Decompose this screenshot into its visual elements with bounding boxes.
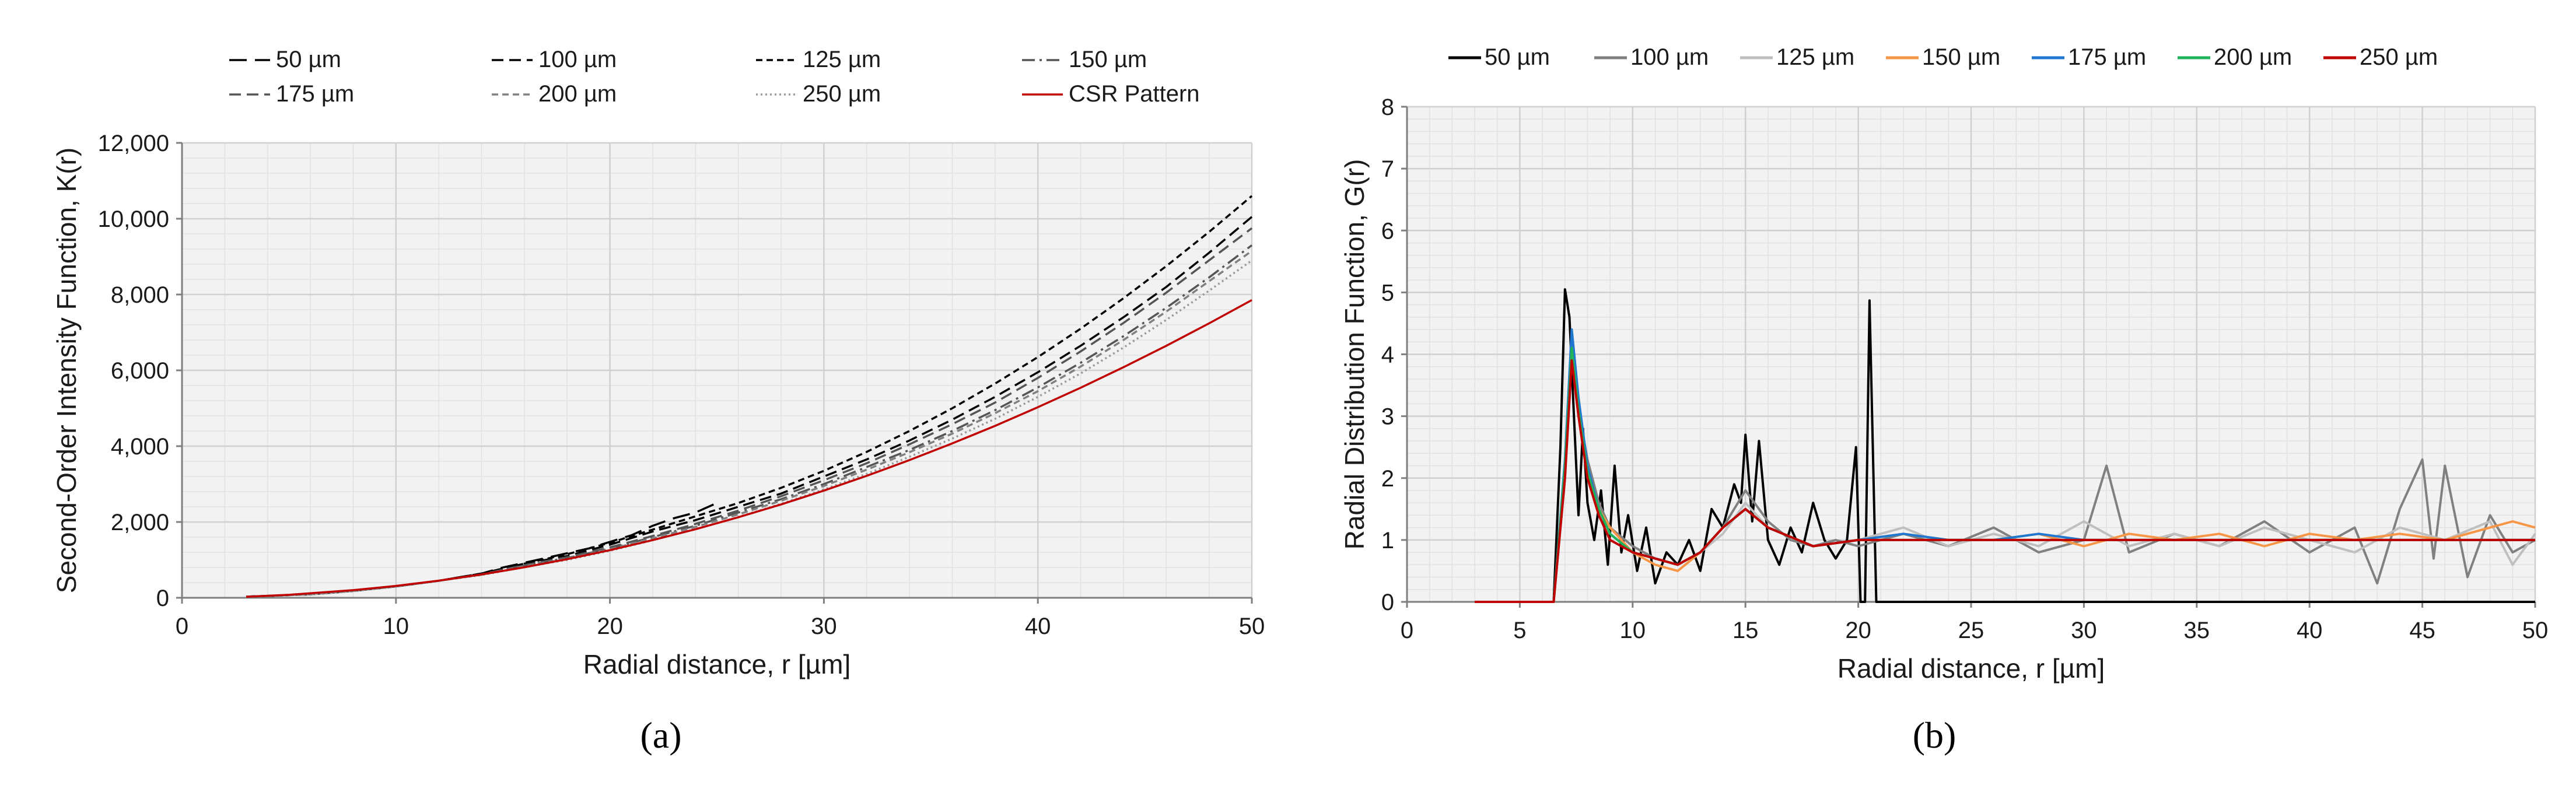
series-line-200-m: [246, 250, 1253, 598]
x-tick-label: 30: [811, 614, 837, 639]
legend: 50 µm 100 µm 125 µm 150 µm 175 µm 200 µm 250 µ…: [1448, 44, 2438, 70]
series-group: [246, 195, 1253, 598]
y-tick-label: 8,000: [111, 282, 169, 308]
y-tick-label: 6,000: [111, 358, 169, 384]
legend-label: 125 µm: [1776, 44, 1854, 70]
y-tick-label: 1: [1381, 528, 1394, 553]
legend-label: 200 µm: [2214, 44, 2292, 70]
legend-label: 200 µm: [538, 81, 617, 107]
series-line-150-m: [246, 244, 1253, 598]
y-tick-label: 4: [1381, 342, 1394, 368]
x-tick-label: 10: [383, 614, 410, 639]
panel-label: (b): [1913, 714, 1957, 756]
y-tick-label: 2: [1381, 466, 1394, 492]
x-tick-label: 10: [1620, 618, 1646, 643]
legend-label: 175 µm: [2068, 44, 2146, 70]
y-tick-label: 6: [1381, 218, 1394, 244]
x-axis-title: Radial distance, r [µm]: [583, 649, 851, 679]
panel-label: (a): [640, 714, 681, 756]
legend-label: 250 µm: [2360, 44, 2438, 70]
y-tick-label: 2,000: [111, 510, 169, 535]
x-tick-label: 15: [1732, 618, 1759, 643]
y-tick-label: 0: [156, 586, 169, 611]
legend-label: 100 µm: [538, 47, 617, 72]
y-tick-label: 3: [1381, 404, 1394, 430]
y-tick-label: 7: [1381, 156, 1394, 182]
x-tick-label: 20: [1845, 618, 1871, 643]
x-tick-label: 25: [1958, 618, 1985, 643]
series-line-csr-pattern: [246, 299, 1252, 598]
legend: 50 µm 100 µm 125 µm 150 µm 175 µm 200 µm 250 µ…: [229, 47, 1200, 107]
legend-label: CSR Pattern: [1069, 81, 1200, 107]
y-tick-label: 8: [1381, 94, 1394, 120]
x-tick-label: 40: [2297, 618, 2323, 643]
legend-label: 100 µm: [1630, 44, 1709, 70]
x-tick-label: 0: [1401, 618, 1413, 643]
y-tick-label: 4,000: [111, 434, 169, 460]
y-tick-label: 10,000: [98, 206, 169, 232]
y-tick-label: 0: [1381, 590, 1394, 615]
legend-label: 50 µm: [276, 47, 341, 72]
x-tick-label: 40: [1025, 614, 1051, 639]
x-tick-label: 0: [176, 614, 188, 639]
y-axis-title: Radial Distribution Function, G(r): [1339, 159, 1370, 550]
y-tick-label: 5: [1381, 280, 1394, 306]
x-tick-label: 35: [2184, 618, 2210, 643]
y-tick-label: 12,000: [98, 131, 169, 156]
y-axis-title: Second-Order Intensity Function, K(r): [51, 148, 82, 593]
x-tick-label: 50: [2522, 618, 2549, 643]
legend-label: 150 µm: [1069, 47, 1147, 72]
series-group: [1475, 288, 2536, 603]
legend-label: 50 µm: [1485, 44, 1550, 70]
legend-label: 250 µm: [803, 81, 881, 107]
x-tick-label: 30: [2071, 618, 2097, 643]
x-tick-label: 50: [1239, 614, 1265, 639]
legend-label: 175 µm: [276, 81, 354, 107]
legend-label: 125 µm: [803, 47, 881, 72]
chart-panel-a: 0 10 20 30 40 50 0 2,000 4,000 6,000 8,000 10,000 12…: [51, 47, 1265, 756]
x-tick-label: 20: [597, 614, 623, 639]
series-line-125-m: [246, 195, 1253, 598]
series-line-250-m: [1475, 359, 2535, 603]
x-axis-title: Radial distance, r [µm]: [1838, 653, 2105, 684]
x-tick-label: 5: [1513, 618, 1526, 643]
legend-label: 150 µm: [1922, 44, 2000, 70]
x-tick-label: 45: [2409, 618, 2435, 643]
